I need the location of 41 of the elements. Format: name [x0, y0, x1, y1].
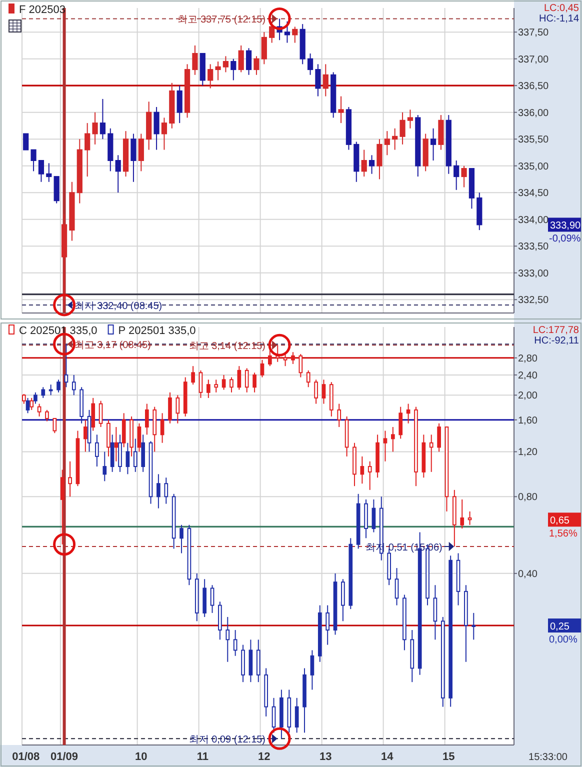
y-tick-label: 336,00 — [518, 108, 550, 119]
x-tick-label: 14 — [381, 751, 394, 763]
x-tick-label: 15 — [442, 751, 455, 763]
y-tick-label: 2,00 — [518, 390, 538, 402]
text: LC:0,45 — [544, 3, 580, 14]
y-tick-label: 334,50 — [518, 188, 550, 200]
text: 0,00% — [549, 634, 578, 646]
y-tick-label: 1,20 — [518, 447, 538, 458]
y-tick-label: 332,50 — [518, 295, 550, 306]
y-tick-label: 0,80 — [518, 492, 538, 504]
y-tick-label: 337,50 — [518, 28, 550, 39]
x-tick-label: 11 — [196, 751, 208, 763]
y-tick-label: 2,40 — [518, 370, 538, 382]
text: HC:-1,14 — [538, 14, 580, 24]
text: 1,56% — [549, 528, 578, 540]
text: 0,65 — [550, 516, 570, 527]
y-tick-label: 2,80 — [518, 353, 538, 364]
text: -0,09% — [549, 234, 581, 245]
x-tick-label: 01/08 — [12, 751, 40, 763]
y-tick-label: 334,00 — [518, 214, 550, 226]
annotation: 최고 337,75 (12:15) — [178, 14, 266, 26]
text: LC:177,78 — [532, 325, 580, 336]
text: HC:-92,11 — [534, 336, 580, 346]
y-tick-label: 333,50 — [518, 242, 550, 253]
annotation: 최고 3,17 (08:45) — [74, 340, 151, 352]
text: 0,25 — [550, 621, 570, 632]
x-axis-title: 15:33:00 — [528, 752, 568, 763]
y-tick-label: 335,50 — [518, 134, 550, 146]
text: 333,90 — [550, 220, 582, 232]
x-tick-label: 12 — [258, 751, 270, 763]
y-tick-label: 1,60 — [518, 415, 538, 426]
x-tick-label: 01/09 — [50, 751, 78, 763]
y-tick-label: 333,00 — [518, 268, 550, 280]
y-tick-label: 335,00 — [518, 161, 550, 172]
y-tick-label: 337,00 — [518, 54, 550, 66]
y-tick-label: 0,40 — [518, 568, 538, 580]
annotation: 최저 332,40 (08:45) — [74, 300, 162, 312]
legend-label: P 202501 335,0 — [118, 325, 196, 337]
x-tick-label: 10 — [135, 751, 148, 763]
y-tick-label: 336,50 — [518, 81, 550, 92]
x-tick-label: 13 — [320, 751, 332, 763]
